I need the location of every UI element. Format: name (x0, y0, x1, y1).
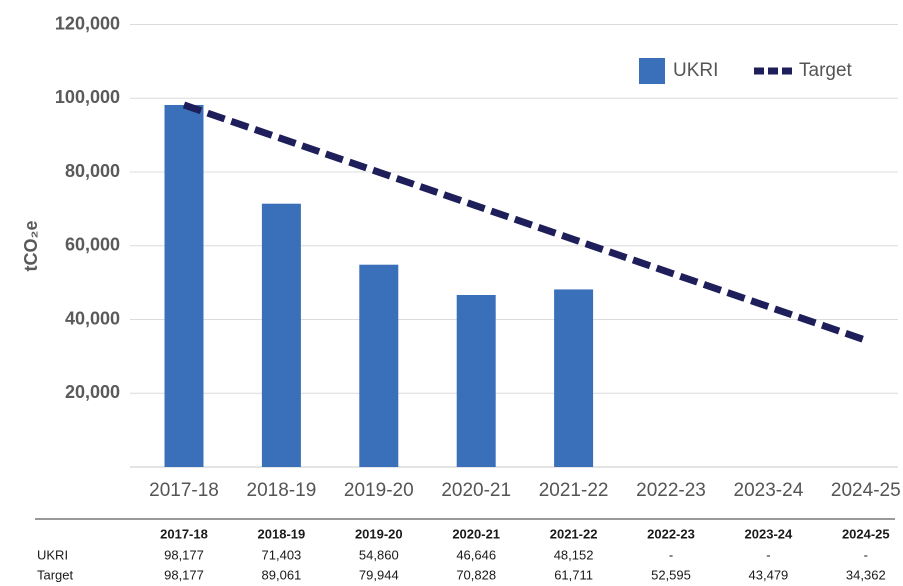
x-tick-label: 2021-22 (539, 480, 609, 501)
table-cell: 98,177 (164, 547, 204, 562)
table-header: 2019-20 (355, 526, 403, 541)
table-cell: 70,828 (456, 567, 496, 582)
x-tick-label: 2023-24 (734, 480, 804, 501)
legend-swatch (639, 58, 665, 84)
y-tick-label: 20,000 (65, 382, 120, 402)
y-axis-label: tCO₂e (21, 220, 41, 271)
table-header: 2024-25 (842, 526, 890, 541)
table-cell: 46,646 (456, 547, 496, 562)
table-cell: 98,177 (164, 567, 204, 582)
bar (554, 289, 594, 467)
table-cell: - (669, 547, 673, 562)
bar (359, 264, 399, 467)
table-row-label: UKRI (37, 547, 68, 562)
table-header: 2018-19 (258, 526, 306, 541)
y-tick-label: 80,000 (65, 161, 120, 181)
x-tick-label: 2024-25 (831, 480, 901, 501)
table-cell: - (864, 547, 868, 562)
y-tick-label: 40,000 (65, 308, 120, 328)
table-header: 2017-18 (160, 526, 208, 541)
y-tick-label: 120,000 (55, 13, 120, 33)
table-cell: 48,152 (554, 547, 594, 562)
table-header: 2023-24 (745, 526, 793, 541)
target-line (182, 101, 867, 344)
x-tick-label: 2017-18 (149, 480, 219, 501)
table-cell: - (766, 547, 770, 562)
x-tick-label: 2018-19 (247, 480, 317, 501)
bar (261, 203, 301, 468)
table-cell: 79,944 (359, 567, 399, 582)
x-tick-label: 2020-21 (441, 480, 511, 501)
legend-label: UKRI (673, 60, 718, 81)
table-cell: 52,595 (651, 567, 691, 582)
table-cell: 43,479 (749, 567, 789, 582)
table-cell: 54,860 (359, 547, 399, 562)
legend-label: Target (799, 60, 853, 81)
table-row-label: Target (37, 567, 74, 582)
x-tick-label: 2019-20 (344, 480, 414, 501)
bar (456, 294, 496, 467)
y-tick-label: 60,000 (65, 235, 120, 255)
table-cell: 71,403 (262, 547, 302, 562)
table-cell: 61,711 (554, 567, 593, 582)
table-header: 2021-22 (550, 526, 598, 541)
bar (164, 104, 204, 467)
table-cell: 89,061 (262, 567, 302, 582)
x-tick-label: 2022-23 (636, 480, 706, 501)
table-cell: 34,362 (846, 567, 886, 582)
y-tick-label: 100,000 (55, 87, 120, 107)
table-header: 2020-21 (452, 526, 500, 541)
table-header: 2022-23 (647, 526, 695, 541)
